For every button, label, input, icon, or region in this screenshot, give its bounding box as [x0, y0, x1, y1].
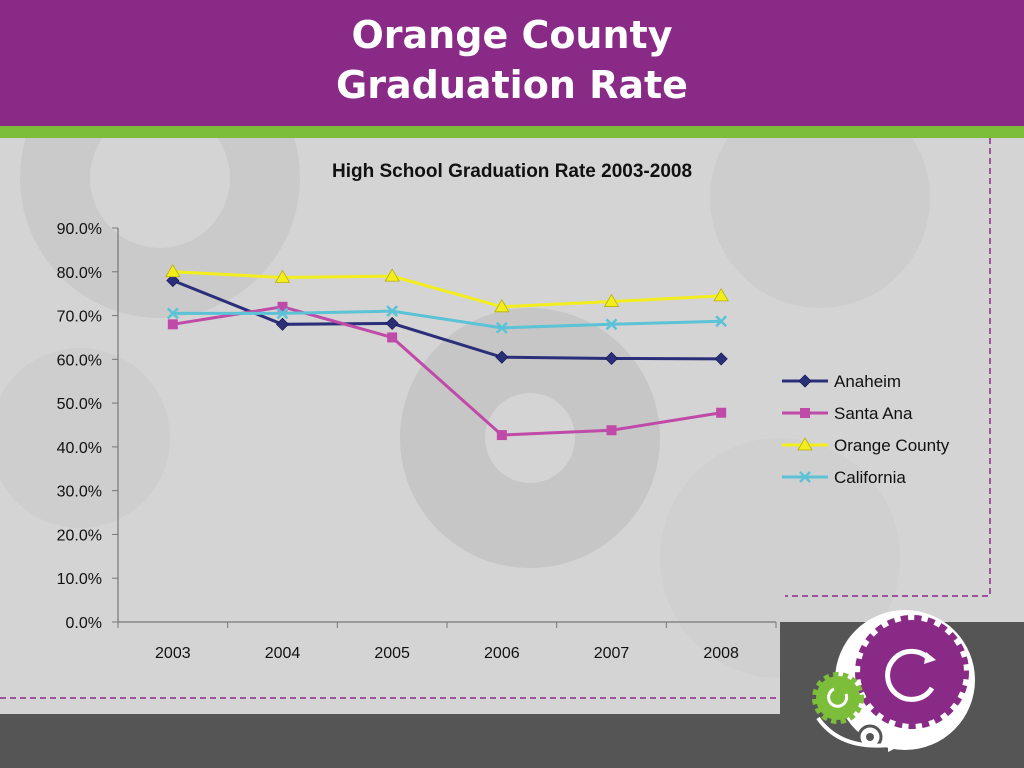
legend-label: Orange County: [834, 436, 950, 455]
series-lines: [165, 263, 729, 441]
data-point-orange-county: [384, 268, 400, 282]
x-tick-label: 2008: [703, 645, 739, 662]
background-gear-texture: [0, 138, 1024, 714]
y-tick-label: 0.0%: [66, 615, 102, 632]
data-point-santa-ana: [606, 425, 617, 436]
series-line-santa-ana: [172, 305, 722, 437]
slide-title-line-2: Graduation Rate: [336, 63, 688, 107]
title-bar: Orange County Graduation Rate: [0, 0, 1024, 126]
data-point-santa-ana: [387, 332, 398, 343]
data-point-anaheim: [495, 350, 509, 364]
data-point-orange-county: [713, 288, 729, 302]
legend-label: California: [834, 468, 906, 487]
series-line-anaheim: [172, 279, 722, 361]
data-point-anaheim: [275, 317, 290, 331]
y-tick-label: 90.0%: [57, 221, 102, 238]
data-point-orange-county: [165, 263, 181, 278]
data-point-california: [166, 307, 179, 320]
series-line-orange-county: [172, 270, 722, 309]
chart-legend: Anaheim Santa Ana Orange County California: [782, 372, 950, 487]
legend-label: Santa Ana: [834, 404, 913, 423]
legend-marker-anaheim: [798, 374, 812, 388]
chart-axes: [112, 227, 777, 628]
x-tick-label: 2004: [265, 645, 301, 662]
slide-title: Orange County Graduation Rate: [0, 10, 1024, 110]
legend-label: Anaheim: [834, 372, 901, 391]
data-point-anaheim: [604, 351, 619, 366]
data-point-california: [495, 321, 508, 334]
slide-title-line-1: Orange County: [351, 13, 673, 57]
data-point-orange-county: [603, 293, 620, 307]
data-point-california: [386, 305, 399, 318]
series-line-california: [172, 309, 722, 330]
data-point-orange-county: [494, 299, 510, 313]
tiny-gear-icon: [857, 724, 883, 750]
gears-logo: [812, 610, 975, 752]
legend-marker-santa-ana: [800, 408, 810, 418]
y-tick-label: 50.0%: [57, 396, 102, 413]
data-point-santa-ana: [167, 319, 178, 330]
data-point-santa-ana: [716, 407, 727, 418]
cycle-arrow-icon: [816, 716, 891, 748]
accent-stripe: [0, 126, 1024, 138]
y-tick-label: 60.0%: [57, 352, 102, 369]
data-point-california: [276, 307, 289, 320]
y-tick-label: 80.0%: [57, 265, 102, 282]
legend-marker-california: [799, 471, 811, 483]
x-tick-label: 2003: [155, 645, 191, 662]
data-point-anaheim: [714, 352, 728, 366]
line-chart: High School Graduation Rate 2003-2008 0.…: [57, 161, 950, 662]
data-point-santa-ana: [496, 430, 507, 441]
y-tick-label: 20.0%: [57, 527, 102, 544]
chart-title: High School Graduation Rate 2003-2008: [332, 161, 692, 182]
x-tick-label: 2007: [594, 645, 630, 662]
tick-labels: 0.0% 10.0% 20.0% 30.0% 40.0% 50.0% 60.0% 70.0% 8…: [57, 221, 739, 662]
data-point-orange-county: [274, 269, 291, 283]
data-point-santa-ana: [277, 301, 288, 312]
y-tick-label: 70.0%: [57, 309, 102, 326]
y-tick-label: 30.0%: [57, 484, 102, 501]
y-tick-label: 10.0%: [57, 571, 102, 588]
x-tick-label: 2006: [484, 645, 520, 662]
y-tick-label: 40.0%: [57, 440, 102, 457]
data-point-anaheim: [385, 316, 399, 331]
x-tick-label: 2005: [374, 645, 410, 662]
large-gear-icon: [855, 615, 969, 729]
data-point-anaheim: [166, 273, 180, 288]
small-gear-icon: [812, 672, 864, 724]
data-point-california: [605, 318, 618, 331]
legend-marker-orange-county: [797, 437, 813, 451]
data-point-california: [715, 315, 728, 328]
